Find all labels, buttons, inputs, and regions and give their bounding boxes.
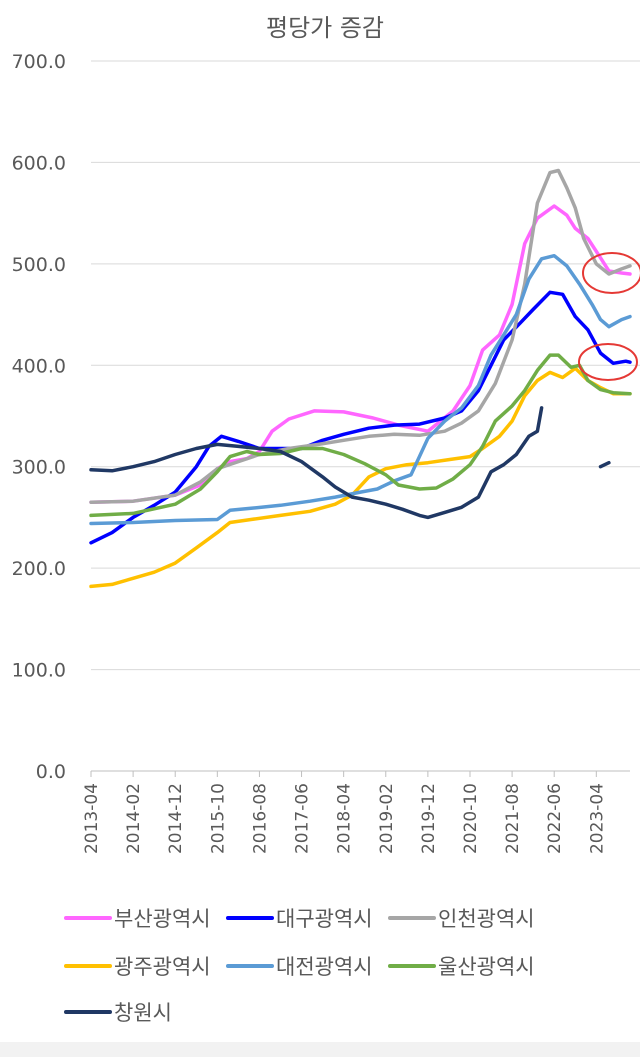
footer-bar <box>0 1042 640 1057</box>
legend-label: 광주광역시 <box>114 955 211 979</box>
series-line <box>89 366 632 589</box>
series-line <box>89 353 632 518</box>
legend-label: 인천광역시 <box>438 907 535 931</box>
y-tick-label: 200.0 <box>12 558 66 580</box>
x-tick-label: 2016-08 <box>250 783 270 854</box>
x-tick-label: 2017-06 <box>293 783 313 854</box>
legend-label: 울산광역시 <box>438 955 535 979</box>
legend-label: 대전광역시 <box>276 955 373 979</box>
highlight-circle-lower <box>578 343 638 381</box>
y-tick-label: 300.0 <box>12 457 66 479</box>
x-tick-label: 2014-12 <box>166 783 186 854</box>
y-tick-label: 0.0 <box>36 761 66 783</box>
x-tick-label: 2023-04 <box>587 783 607 854</box>
axis-layer: 0.0 100.0 200.0 300.0 400.0 500.0 600.0 700.0 20… <box>12 51 630 854</box>
legend-label: 창원시 <box>114 1001 172 1025</box>
annotation-layer <box>578 252 640 381</box>
legend-label: 부산광역시 <box>114 907 211 931</box>
x-tick-label: 2020-10 <box>461 783 481 854</box>
x-tick-label: 2019-02 <box>377 783 397 854</box>
x-tick-label: 2014-02 <box>124 783 144 854</box>
x-tick-label: 2015-10 <box>208 783 228 854</box>
series-line <box>89 253 632 526</box>
x-tick-label: 2022-06 <box>545 783 565 854</box>
y-tick-label: 400.0 <box>12 355 66 377</box>
series-line <box>89 406 544 520</box>
x-tick-label: 2019-12 <box>419 783 439 854</box>
series-line <box>89 290 632 545</box>
series-line <box>89 168 632 504</box>
series-layer <box>89 168 632 589</box>
series-line <box>598 460 611 469</box>
y-tick-label: 100.0 <box>12 660 66 682</box>
x-tick-label: 2018-04 <box>335 783 355 854</box>
x-tick-label: 2013-04 <box>82 783 102 854</box>
y-tick-label: 700.0 <box>12 51 66 73</box>
y-tick-label: 500.0 <box>12 254 66 276</box>
x-tick-label: 2021-08 <box>503 783 523 854</box>
highlight-circle-upper <box>582 252 640 294</box>
y-tick-label: 600.0 <box>12 152 66 174</box>
chart-title: 평당가 증감 <box>266 14 384 42</box>
grid-layer <box>91 60 640 671</box>
series-line <box>89 204 632 504</box>
legend-label: 대구광역시 <box>276 907 373 931</box>
